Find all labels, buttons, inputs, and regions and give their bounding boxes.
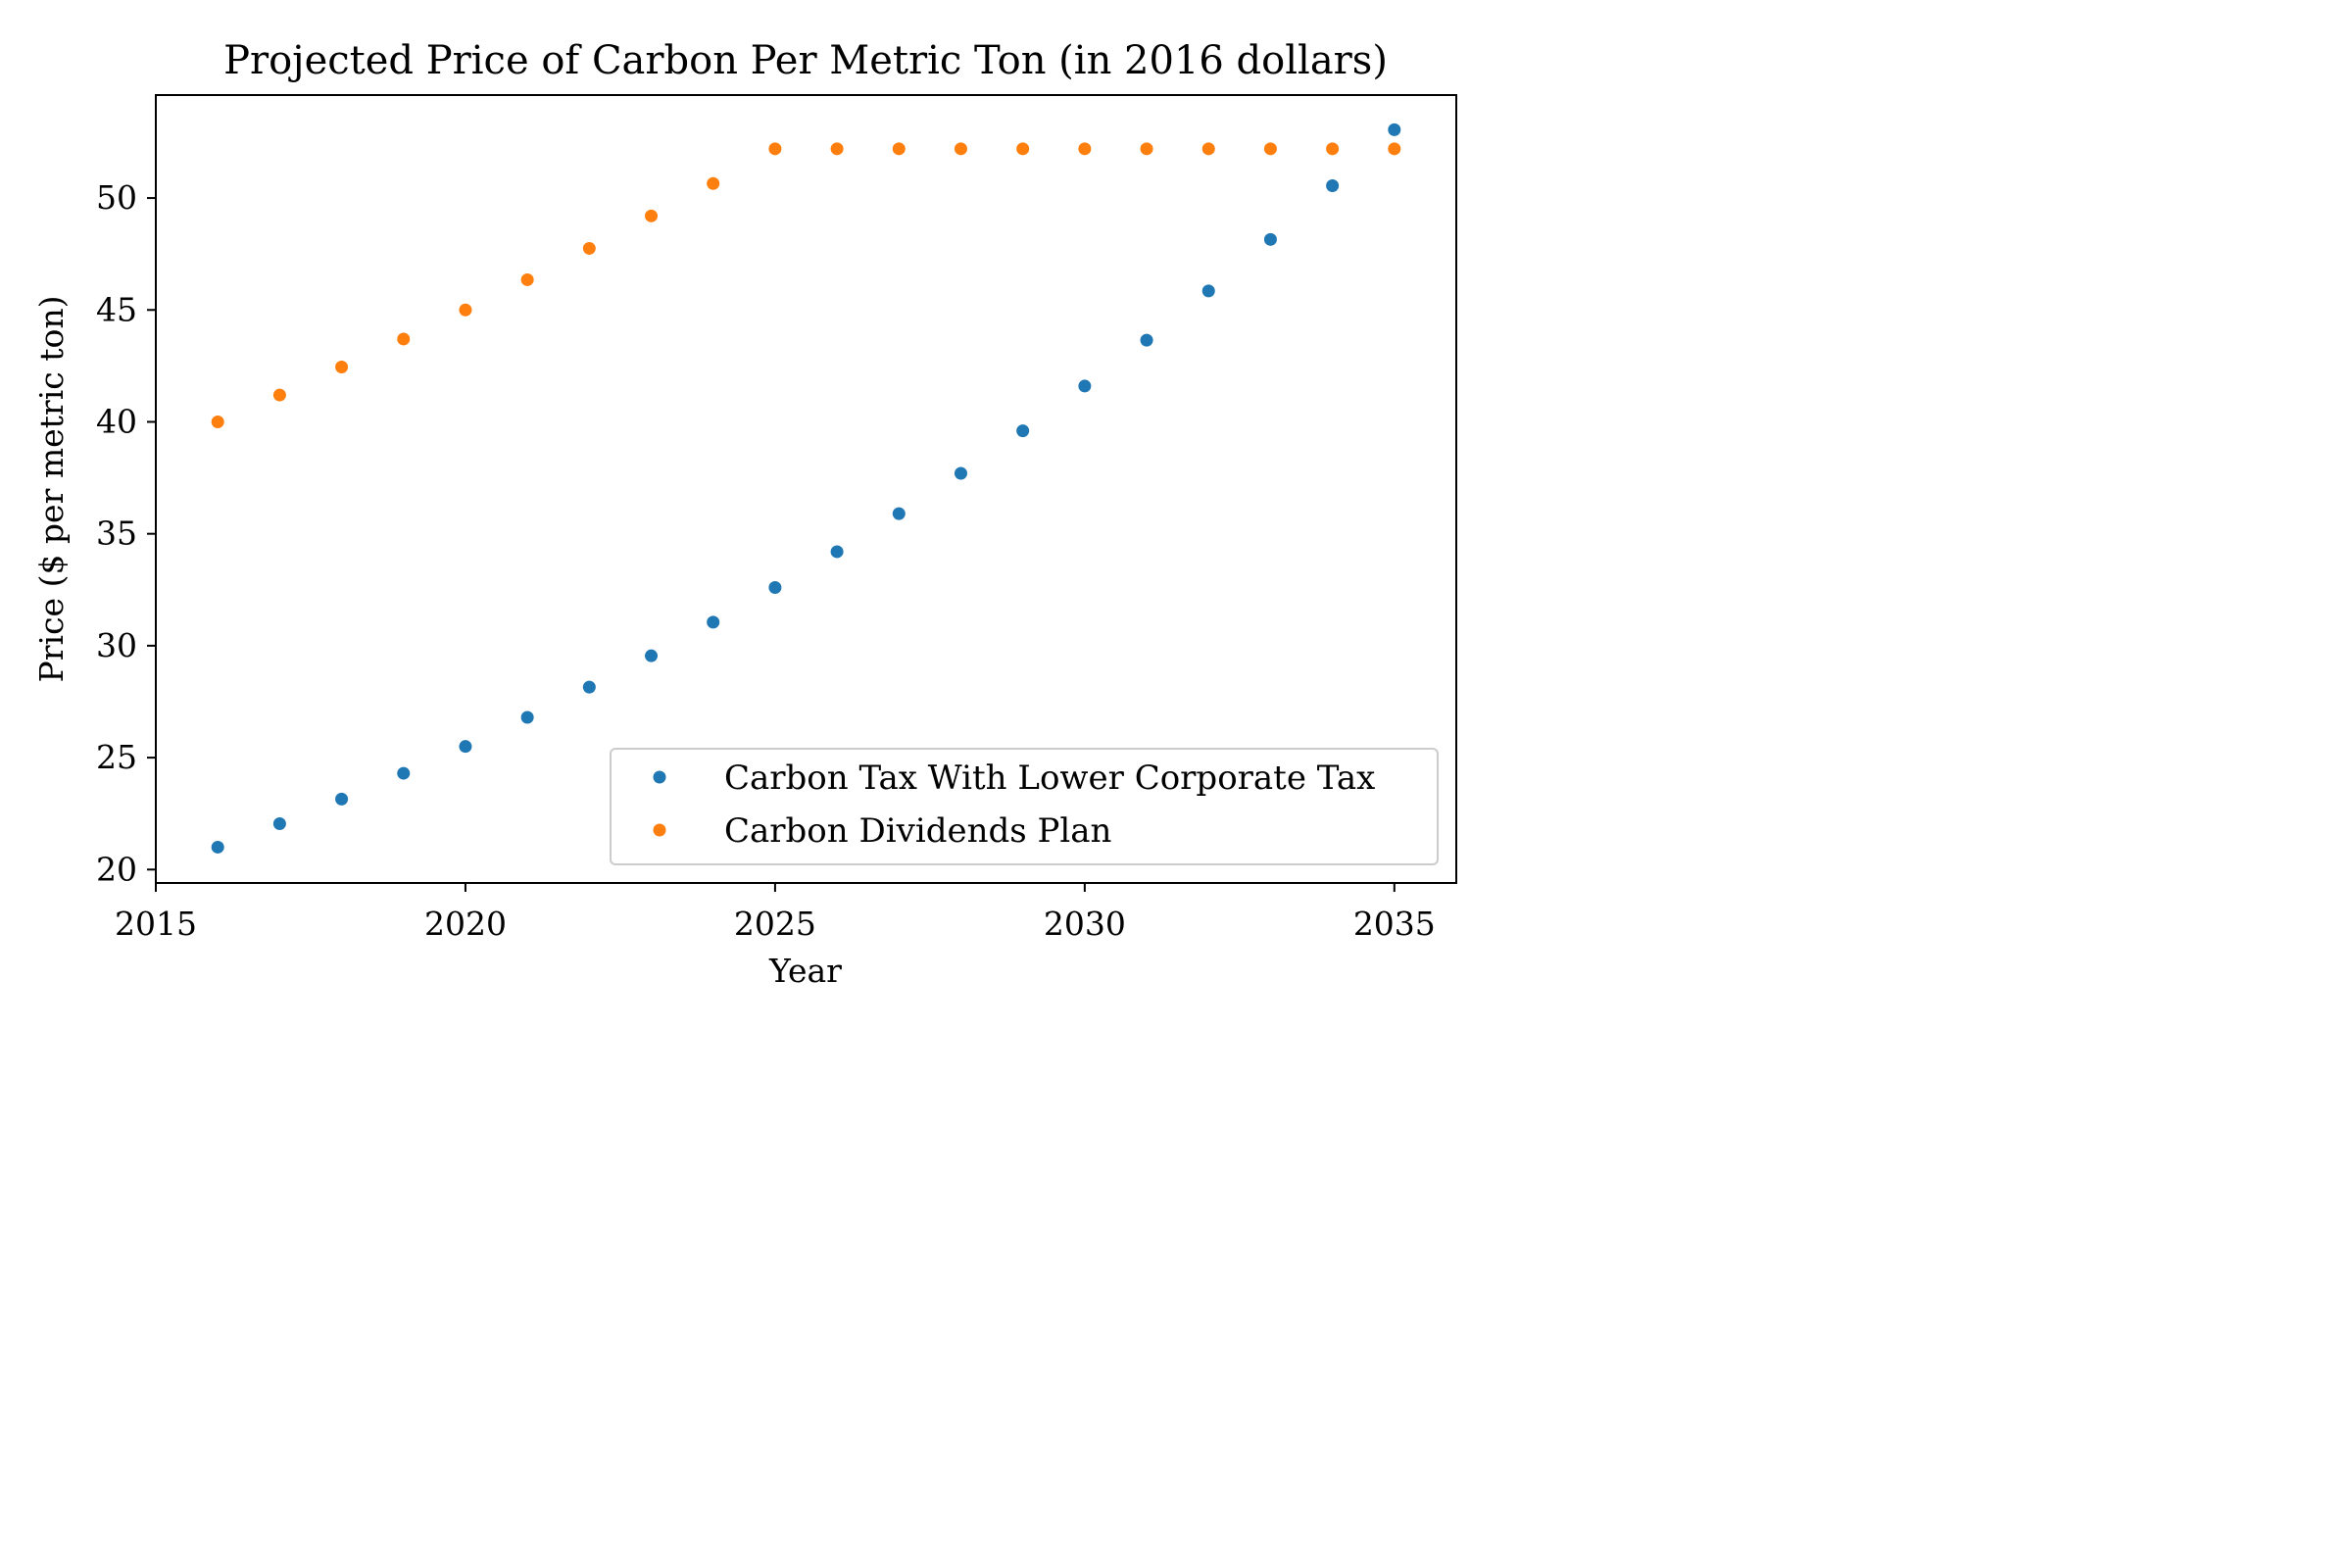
data-point-carbon-tax xyxy=(1078,379,1092,393)
data-point-carbon-tax xyxy=(459,740,472,754)
data-point-carbon-dividends xyxy=(1201,142,1215,156)
y-axis-ticks: 20 25 30 35 40 45 50 xyxy=(96,178,156,888)
data-point-carbon-dividends xyxy=(768,142,782,156)
data-point-carbon-tax xyxy=(1140,333,1153,347)
data-point-carbon-tax xyxy=(211,840,224,854)
x-tick-label: 2015 xyxy=(115,905,197,943)
data-point-carbon-dividends xyxy=(211,415,224,428)
data-point-carbon-dividends xyxy=(397,332,411,346)
data-point-carbon-dividends xyxy=(459,303,472,317)
x-axis-label: Year xyxy=(768,952,842,990)
data-point-carbon-tax xyxy=(768,581,782,594)
data-point-carbon-tax xyxy=(582,680,596,694)
legend-marker-carbon-dividends xyxy=(653,823,666,837)
legend-box xyxy=(610,748,1439,865)
data-point-carbon-tax xyxy=(1201,284,1215,298)
y-tick-label: 25 xyxy=(96,738,137,776)
data-point-carbon-dividends xyxy=(892,142,906,156)
data-point-carbon-dividends xyxy=(1263,142,1277,156)
x-tick-label: 2025 xyxy=(734,905,816,943)
data-point-carbon-tax xyxy=(1388,122,1401,136)
data-point-carbon-dividends xyxy=(1388,142,1401,156)
data-point-carbon-dividends xyxy=(707,176,720,190)
data-point-carbon-dividends xyxy=(645,209,659,222)
data-point-carbon-tax xyxy=(1263,232,1277,246)
chart-title: Projected Price of Carbon Per Metric Ton… xyxy=(223,38,1388,83)
scatter-chart: Projected Price of Carbon Per Metric Ton… xyxy=(32,38,1457,990)
y-tick-label: 30 xyxy=(96,626,137,664)
y-tick-label: 40 xyxy=(96,402,137,440)
data-point-carbon-tax xyxy=(335,792,349,806)
data-point-carbon-tax xyxy=(954,466,967,480)
data-point-carbon-dividends xyxy=(520,272,534,286)
data-point-carbon-dividends xyxy=(1140,142,1153,156)
data-point-carbon-dividends xyxy=(1078,142,1092,156)
data-point-carbon-tax xyxy=(892,507,906,520)
x-tick-label: 2030 xyxy=(1044,905,1126,943)
data-point-carbon-dividends xyxy=(272,388,286,402)
data-point-carbon-dividends xyxy=(954,142,967,156)
data-point-carbon-dividends xyxy=(335,361,349,374)
x-tick-label: 2035 xyxy=(1353,905,1436,943)
y-axis-label: Price ($ per metric ton) xyxy=(32,296,71,683)
data-point-carbon-tax xyxy=(520,710,534,724)
legend-marker-carbon-tax xyxy=(653,770,666,784)
data-point-carbon-dividends xyxy=(830,142,844,156)
y-tick-label: 35 xyxy=(96,514,137,553)
data-point-carbon-dividends xyxy=(582,241,596,255)
data-point-carbon-dividends xyxy=(1016,142,1030,156)
legend: Carbon Tax With Lower Corporate Tax Carb… xyxy=(610,748,1439,865)
data-points xyxy=(211,122,1401,854)
x-axis-ticks: 2015 2020 2025 2030 2035 xyxy=(115,883,1436,943)
data-point-carbon-tax xyxy=(272,816,286,830)
x-tick-label: 2020 xyxy=(424,905,507,943)
data-point-carbon-tax xyxy=(1326,179,1340,193)
y-tick-label: 20 xyxy=(96,850,137,888)
data-point-carbon-dividends xyxy=(1326,142,1340,156)
data-point-carbon-tax xyxy=(707,615,720,629)
data-point-carbon-tax xyxy=(645,649,659,662)
y-tick-label: 50 xyxy=(96,178,137,217)
legend-label-carbon-dividends: Carbon Dividends Plan xyxy=(724,811,1111,851)
data-point-carbon-tax xyxy=(830,545,844,559)
legend-label-carbon-tax: Carbon Tax With Lower Corporate Tax xyxy=(724,759,1375,798)
data-point-carbon-tax xyxy=(1016,424,1030,438)
data-point-carbon-tax xyxy=(397,766,411,780)
y-tick-label: 45 xyxy=(96,290,137,328)
